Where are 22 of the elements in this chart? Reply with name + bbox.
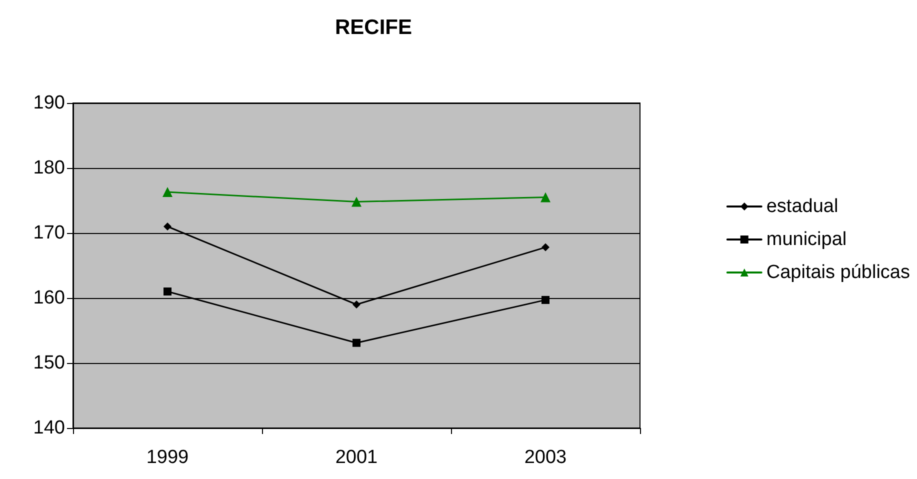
point bbox=[542, 243, 550, 252]
point bbox=[542, 296, 550, 304]
x-tick-label: 2003 bbox=[524, 447, 567, 468]
chart-title: RECIFE bbox=[335, 16, 412, 39]
legend-label: municipal bbox=[766, 229, 847, 250]
legend-label: estadual bbox=[766, 196, 838, 217]
point bbox=[352, 338, 360, 347]
y-tick-label: 140 bbox=[33, 418, 65, 438]
point bbox=[164, 222, 172, 230]
point bbox=[540, 192, 550, 202]
y-tick-label: 160 bbox=[33, 288, 65, 308]
point bbox=[352, 300, 360, 308]
point bbox=[352, 196, 362, 207]
x-tick-label: 1999 bbox=[146, 447, 189, 468]
y-tick-label: 170 bbox=[33, 222, 65, 244]
point bbox=[162, 187, 172, 198]
x-tick-label: 2001 bbox=[335, 447, 378, 468]
y-tick-label: 190 bbox=[33, 92, 65, 114]
legend-label: Capitais públicas bbox=[766, 262, 910, 283]
y-tick-label: 150 bbox=[33, 352, 65, 374]
y-tick-label: 180 bbox=[33, 158, 65, 178]
point bbox=[164, 288, 172, 296]
